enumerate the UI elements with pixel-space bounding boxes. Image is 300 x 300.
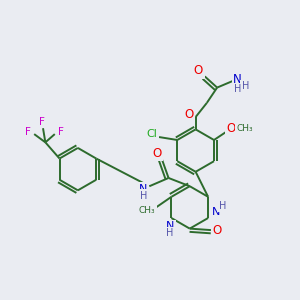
Text: O: O [194, 64, 203, 77]
Text: H: H [219, 201, 226, 211]
Text: O: O [152, 147, 161, 160]
Text: N: N [212, 206, 220, 217]
Text: F: F [39, 117, 44, 127]
Text: H: H [242, 81, 249, 92]
Text: N: N [139, 184, 148, 194]
Text: F: F [58, 127, 64, 137]
Text: Cl: Cl [146, 129, 157, 139]
Text: H: H [140, 190, 147, 201]
Text: F: F [26, 127, 31, 137]
Text: N: N [233, 73, 242, 86]
Text: H: H [166, 228, 174, 238]
Text: CH₃: CH₃ [236, 124, 253, 133]
Text: O: O [213, 224, 222, 237]
Text: O: O [184, 108, 194, 121]
Text: N: N [166, 221, 174, 231]
Text: CH₃: CH₃ [139, 206, 155, 215]
Text: H: H [234, 84, 242, 94]
Text: O: O [226, 122, 236, 135]
